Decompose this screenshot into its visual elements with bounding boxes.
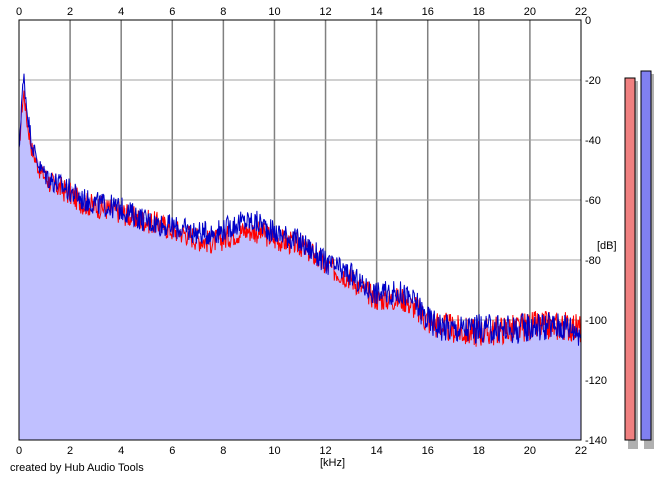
x-tick-label: 8: [220, 445, 226, 457]
x-tick-label: 2: [67, 6, 73, 18]
x-tick-label: 12: [319, 6, 331, 18]
x-tick-labels-bottom: 0 2 4 6 8 10 12 14 16 18 20 22: [16, 445, 587, 457]
x-tick-label: 2: [67, 445, 73, 457]
x-tick-label: 4: [118, 6, 124, 18]
y-tick-label: -120: [585, 375, 607, 387]
x-tick-label: 0: [16, 445, 22, 457]
x-axis-label: [kHz]: [320, 457, 346, 469]
x-tick-label: 20: [524, 445, 536, 457]
plot-frame: [18, 19, 582, 441]
y-axis-label: [dB]: [597, 240, 617, 252]
x-tick-label: 22: [575, 445, 587, 457]
y-tick-label: -100: [585, 315, 607, 327]
x-tick-label: 8: [220, 6, 226, 18]
x-tick-label: 20: [524, 6, 536, 18]
credit-text: created by Hub Audio Tools: [10, 462, 144, 474]
x-tick-label: 18: [473, 6, 485, 18]
spectrum-envelope-area: [19, 80, 581, 440]
y-tick-labels: 0 -20 -40 -60 -80 -100 -120 -140: [585, 15, 607, 447]
x-tick-labels-top: 0 2 4 6 8 10 12 14 16 18 20 22: [16, 6, 587, 18]
x-tick-label: 18: [473, 445, 485, 457]
x-tick-label: 4: [118, 445, 124, 457]
y-tick-label: -20: [585, 75, 601, 87]
x-tick-label: 14: [371, 6, 383, 18]
x-tick-label: 10: [268, 6, 280, 18]
y-tick-label: -60: [585, 195, 601, 207]
x-tick-label: 12: [319, 445, 331, 457]
x-tick-label: 14: [371, 445, 383, 457]
level-meter-right: [640, 70, 652, 441]
right-channel-line: [18, 73, 582, 346]
x-tick-label: 0: [16, 6, 22, 18]
y-tick-label: -80: [585, 255, 601, 267]
y-tick-label: -140: [585, 435, 607, 447]
x-tick-label: 16: [422, 445, 434, 457]
x-tick-label: 6: [169, 445, 175, 457]
x-tick-label: 22: [575, 6, 587, 18]
x-tick-label: 16: [422, 6, 434, 18]
level-meters: [624, 70, 654, 449]
level-meter-left: [624, 77, 636, 441]
x-tick-label: 10: [268, 445, 280, 457]
x-tick-label: 6: [169, 6, 175, 18]
y-tick-label: 0: [585, 15, 591, 27]
y-tick-label: -40: [585, 135, 601, 147]
